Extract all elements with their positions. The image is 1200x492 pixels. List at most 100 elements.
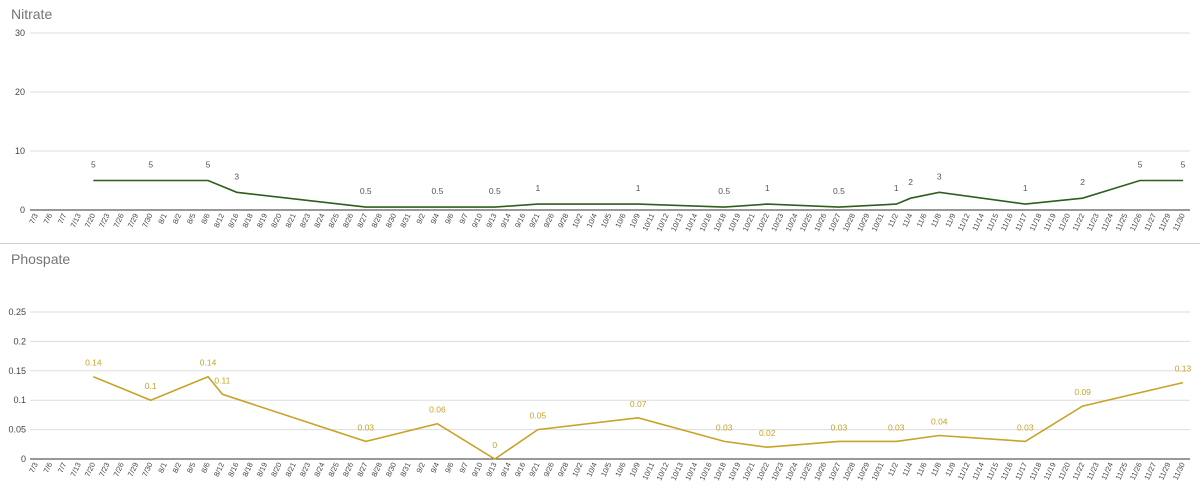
- data-label: 1: [636, 183, 641, 193]
- y-tick-label: 0.05: [8, 425, 26, 435]
- x-tick-label: 8/18: [241, 212, 255, 229]
- x-tick-label: 11/30: [1171, 212, 1187, 232]
- x-tick-label: 8/19: [255, 461, 269, 478]
- data-label: 0.04: [931, 416, 948, 426]
- x-tick-label: 11/9: [943, 212, 957, 229]
- x-tick-label: 8/5: [185, 212, 198, 225]
- x-tick-label: 8/6: [199, 461, 212, 474]
- x-tick-label: 9/2: [414, 212, 427, 225]
- y-tick-label: 10: [15, 146, 25, 156]
- series-line: [92, 375, 1184, 460]
- y-tick-label: 0.1: [13, 395, 26, 405]
- x-tick-label: 10/9: [628, 212, 642, 229]
- x-tick-label: 8/25: [327, 461, 341, 478]
- x-tick-label: 9/14: [499, 212, 513, 229]
- x-tick-label: 8/30: [384, 461, 398, 478]
- x-tick-label: 8/5: [185, 461, 198, 474]
- x-tick-label: 11/8: [929, 212, 943, 229]
- x-tick-label: 11/27: [1142, 461, 1158, 481]
- data-label: 0.05: [530, 411, 547, 421]
- x-tick-label: 8/24: [312, 461, 326, 478]
- x-tick-label: 9/14: [499, 461, 513, 478]
- data-label: 0.5: [489, 186, 501, 196]
- x-tick-label: 9/7: [457, 461, 470, 474]
- x-tick-label: 11/14: [970, 461, 986, 481]
- x-tick-label: 11/14: [970, 212, 986, 232]
- x-tick-label: 10/5: [599, 212, 613, 229]
- nitrate-chart: Nitrate 0 10 20 30 7/3 7/6 7/7 7/13 7/20 7/23 7/26…: [0, 0, 1200, 243]
- x-tick-label: 10/4: [585, 461, 599, 478]
- x-tick-label: 11/25: [1114, 212, 1130, 232]
- data-label: 0.14: [85, 358, 102, 368]
- x-tick-label: 8/6: [199, 212, 212, 225]
- data-label: 0.03: [716, 422, 733, 432]
- y-tick-label: 0.15: [8, 366, 26, 376]
- x-tick-label: 8/23: [298, 212, 312, 229]
- data-label: 0.11: [214, 375, 230, 385]
- data-label: 5: [1138, 160, 1143, 170]
- x-tick-label: 11/27: [1142, 212, 1158, 232]
- x-tick-label: 8/25: [327, 212, 341, 229]
- x-tick-label: 11/16: [999, 461, 1015, 481]
- x-tick-label: 11/29: [1157, 212, 1173, 232]
- data-label: 3: [234, 171, 239, 181]
- x-tick-label: 11/20: [1056, 461, 1072, 481]
- data-label: 1: [894, 183, 899, 193]
- x-tick-label: 9/7: [457, 212, 470, 225]
- phosphate-plot: 0 0.05 0.1 0.15 0.2 0.25 7/3 7/6 7/7 7/13 7/20 7/23…: [8, 307, 1191, 482]
- x-tick-label: 7/20: [83, 461, 97, 478]
- x-tick-label: 11/4: [900, 461, 914, 478]
- x-tick-label: 9/4: [429, 461, 442, 474]
- x-tick-label: 10/6: [613, 212, 627, 229]
- x-tick-label: 11/16: [999, 212, 1015, 232]
- x-tick-label: 9/6: [443, 212, 456, 225]
- x-tick-label: 11/15: [985, 461, 1001, 481]
- data-label: 1: [1023, 183, 1028, 193]
- data-label: 0.07: [630, 399, 647, 409]
- x-tick-label: 8/2: [171, 212, 184, 225]
- data-label: 0.1: [145, 381, 157, 391]
- x-tick-label: 11/22: [1071, 461, 1087, 481]
- x-tick-label: 7/29: [126, 212, 140, 229]
- x-tick-label: 9/10: [470, 212, 484, 229]
- data-label: 5: [148, 160, 153, 170]
- y-tick-label: 0: [20, 205, 25, 215]
- x-tick-label: 8/28: [370, 212, 384, 229]
- x-tick-label: 9/26: [542, 461, 556, 478]
- x-tick-label: 11/2: [886, 461, 900, 478]
- x-tick-label: 9/10: [470, 461, 484, 478]
- data-label: 0.5: [360, 186, 372, 196]
- data-label: 2: [1080, 177, 1085, 187]
- x-tick-label: 11/20: [1056, 212, 1072, 232]
- x-tick-label: 10/31: [870, 212, 886, 233]
- data-label: 0.06: [429, 405, 446, 415]
- data-label: 0.5: [718, 186, 730, 196]
- data-label: 0.03: [1017, 422, 1034, 432]
- x-tick-label: 11/12: [956, 461, 972, 481]
- data-label: 1: [535, 183, 540, 193]
- x-tick-label: 9/16: [513, 461, 527, 478]
- data-label: 3: [937, 171, 942, 181]
- data-label: 5: [91, 160, 96, 170]
- x-tick-label: 10/5: [599, 461, 613, 478]
- x-tick-label: 8/31: [398, 212, 412, 229]
- x-tick-label: 11/29: [1157, 461, 1173, 481]
- x-tick-label: 8/12: [212, 212, 226, 229]
- x-tick-label: 8/18: [241, 461, 255, 478]
- x-tick-label: 7/23: [97, 461, 111, 478]
- x-tick-label: 8/27: [355, 461, 369, 478]
- x-tick-label: 8/21: [284, 461, 298, 478]
- x-tick-label: 7/13: [68, 212, 82, 229]
- x-tick-label: 9/4: [429, 212, 442, 225]
- x-tick-label: 7/13: [68, 461, 82, 478]
- data-label: 0.5: [432, 186, 444, 196]
- x-tick-label: 11/30: [1171, 461, 1187, 481]
- x-tick-label: 7/23: [97, 212, 111, 229]
- x-tick-label: 9/21: [527, 461, 541, 478]
- x-tick-label: 7/7: [56, 212, 69, 225]
- x-tick-label: 8/19: [255, 212, 269, 229]
- x-tick-label: 11/12: [956, 212, 972, 232]
- x-tick-label: 8/26: [341, 461, 355, 478]
- x-tick-label: 8/20: [269, 461, 283, 478]
- x-tick-label: 7/6: [42, 461, 55, 474]
